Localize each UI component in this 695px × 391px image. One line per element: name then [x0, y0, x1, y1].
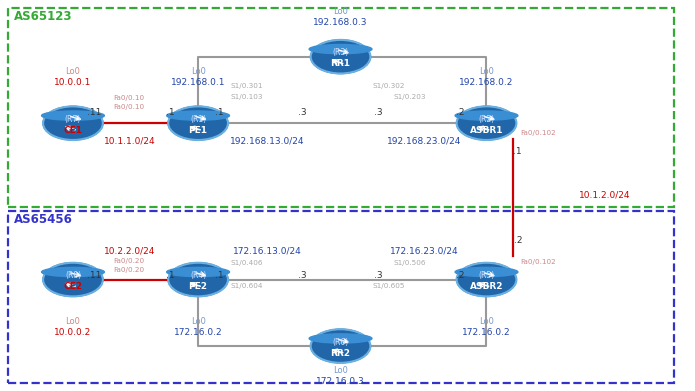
Circle shape [457, 263, 516, 296]
Text: S1/0.604: S1/0.604 [231, 283, 263, 289]
Text: (R6): (R6) [332, 337, 349, 347]
Text: 172.16.0.2: 172.16.0.2 [174, 328, 222, 337]
Text: RR2: RR2 [331, 348, 350, 358]
Text: AS65456: AS65456 [14, 213, 73, 226]
Ellipse shape [455, 111, 518, 120]
Text: (R8): (R8) [65, 271, 81, 280]
Ellipse shape [42, 267, 104, 276]
Text: Lo0: Lo0 [65, 317, 81, 326]
Text: (R3): (R3) [332, 48, 349, 57]
Text: 172.16.0.3: 172.16.0.3 [316, 377, 365, 386]
Text: .1: .1 [514, 147, 522, 156]
Text: (R4): (R4) [190, 271, 206, 280]
Text: S1/0.506: S1/0.506 [394, 260, 426, 266]
Text: .2: .2 [456, 271, 464, 280]
Text: Lo0: Lo0 [190, 317, 206, 326]
Text: .3: .3 [298, 108, 306, 117]
Ellipse shape [309, 45, 372, 54]
Text: 192.168.13.0/24: 192.168.13.0/24 [230, 136, 305, 145]
Text: Lo0: Lo0 [65, 67, 81, 76]
Text: S1/0.605: S1/0.605 [373, 283, 405, 289]
Text: (R5): (R5) [478, 271, 495, 280]
Ellipse shape [42, 111, 104, 120]
Text: Lo0: Lo0 [333, 366, 348, 375]
Text: Fa0/0.20: Fa0/0.20 [113, 267, 144, 273]
Text: (R1): (R1) [190, 115, 206, 124]
Text: CE1: CE1 [63, 126, 83, 135]
Text: .2: .2 [456, 108, 464, 117]
Circle shape [168, 263, 228, 296]
Text: Fa0/0.20: Fa0/0.20 [113, 258, 144, 264]
Text: Lo0: Lo0 [333, 7, 348, 16]
Text: S1/0.203: S1/0.203 [394, 94, 426, 100]
Text: .11: .11 [87, 271, 101, 280]
Text: PE2: PE2 [188, 282, 208, 291]
Circle shape [311, 329, 370, 363]
Text: .3: .3 [375, 108, 383, 117]
Text: 10.0.0.1: 10.0.0.1 [54, 78, 92, 87]
Text: .1: .1 [166, 108, 174, 117]
Text: Fa0/0.102: Fa0/0.102 [520, 130, 555, 136]
Text: (R2): (R2) [478, 115, 495, 124]
Text: 10.2.2.0/24: 10.2.2.0/24 [104, 246, 156, 256]
Circle shape [311, 40, 370, 74]
Text: Lo0: Lo0 [479, 317, 494, 326]
Text: CE2: CE2 [63, 282, 83, 291]
Text: (R7): (R7) [65, 115, 81, 124]
Text: S1/0.406: S1/0.406 [231, 260, 263, 266]
Circle shape [457, 106, 516, 140]
Text: .2: .2 [514, 236, 522, 245]
Ellipse shape [455, 267, 518, 276]
Text: S1/0.103: S1/0.103 [231, 94, 263, 100]
Text: 192.168.23.0/24: 192.168.23.0/24 [386, 136, 461, 145]
Text: Lo0: Lo0 [190, 67, 206, 76]
Text: 192.168.0.1: 192.168.0.1 [171, 78, 225, 87]
Text: S1/0.302: S1/0.302 [373, 83, 405, 89]
Ellipse shape [167, 267, 229, 276]
Text: .1: .1 [166, 271, 174, 280]
Text: 172.16.0.2: 172.16.0.2 [462, 328, 511, 337]
Text: .1: .1 [215, 108, 223, 117]
Text: AS65123: AS65123 [14, 10, 72, 23]
Text: Fa0/0.102: Fa0/0.102 [520, 259, 555, 265]
Text: 10.0.0.2: 10.0.0.2 [54, 328, 92, 337]
Text: .3: .3 [298, 271, 306, 280]
Text: 10.1.1.0/24: 10.1.1.0/24 [104, 136, 156, 145]
Text: 192.168.0.2: 192.168.0.2 [459, 78, 514, 87]
Text: RR1: RR1 [331, 59, 350, 68]
Text: 192.168.0.3: 192.168.0.3 [313, 18, 368, 27]
Text: 172.16.13.0/24: 172.16.13.0/24 [234, 246, 302, 256]
Text: PE1: PE1 [188, 126, 208, 135]
Text: .11: .11 [87, 108, 101, 117]
Text: ASBR2: ASBR2 [470, 282, 503, 291]
Text: .3: .3 [375, 271, 383, 280]
Text: ASBR1: ASBR1 [470, 126, 503, 135]
Text: Fa0/0.10: Fa0/0.10 [113, 104, 144, 109]
Text: .1: .1 [215, 271, 223, 280]
Text: Fa0/0.10: Fa0/0.10 [113, 95, 144, 101]
Circle shape [43, 106, 103, 140]
Circle shape [43, 263, 103, 296]
Circle shape [168, 106, 228, 140]
Text: 10.1.2.0/24: 10.1.2.0/24 [579, 191, 630, 200]
Ellipse shape [167, 111, 229, 120]
Text: Lo0: Lo0 [479, 67, 494, 76]
Text: 172.16.23.0/24: 172.16.23.0/24 [390, 246, 458, 256]
Text: S1/0.301: S1/0.301 [231, 83, 263, 89]
Ellipse shape [309, 334, 372, 343]
